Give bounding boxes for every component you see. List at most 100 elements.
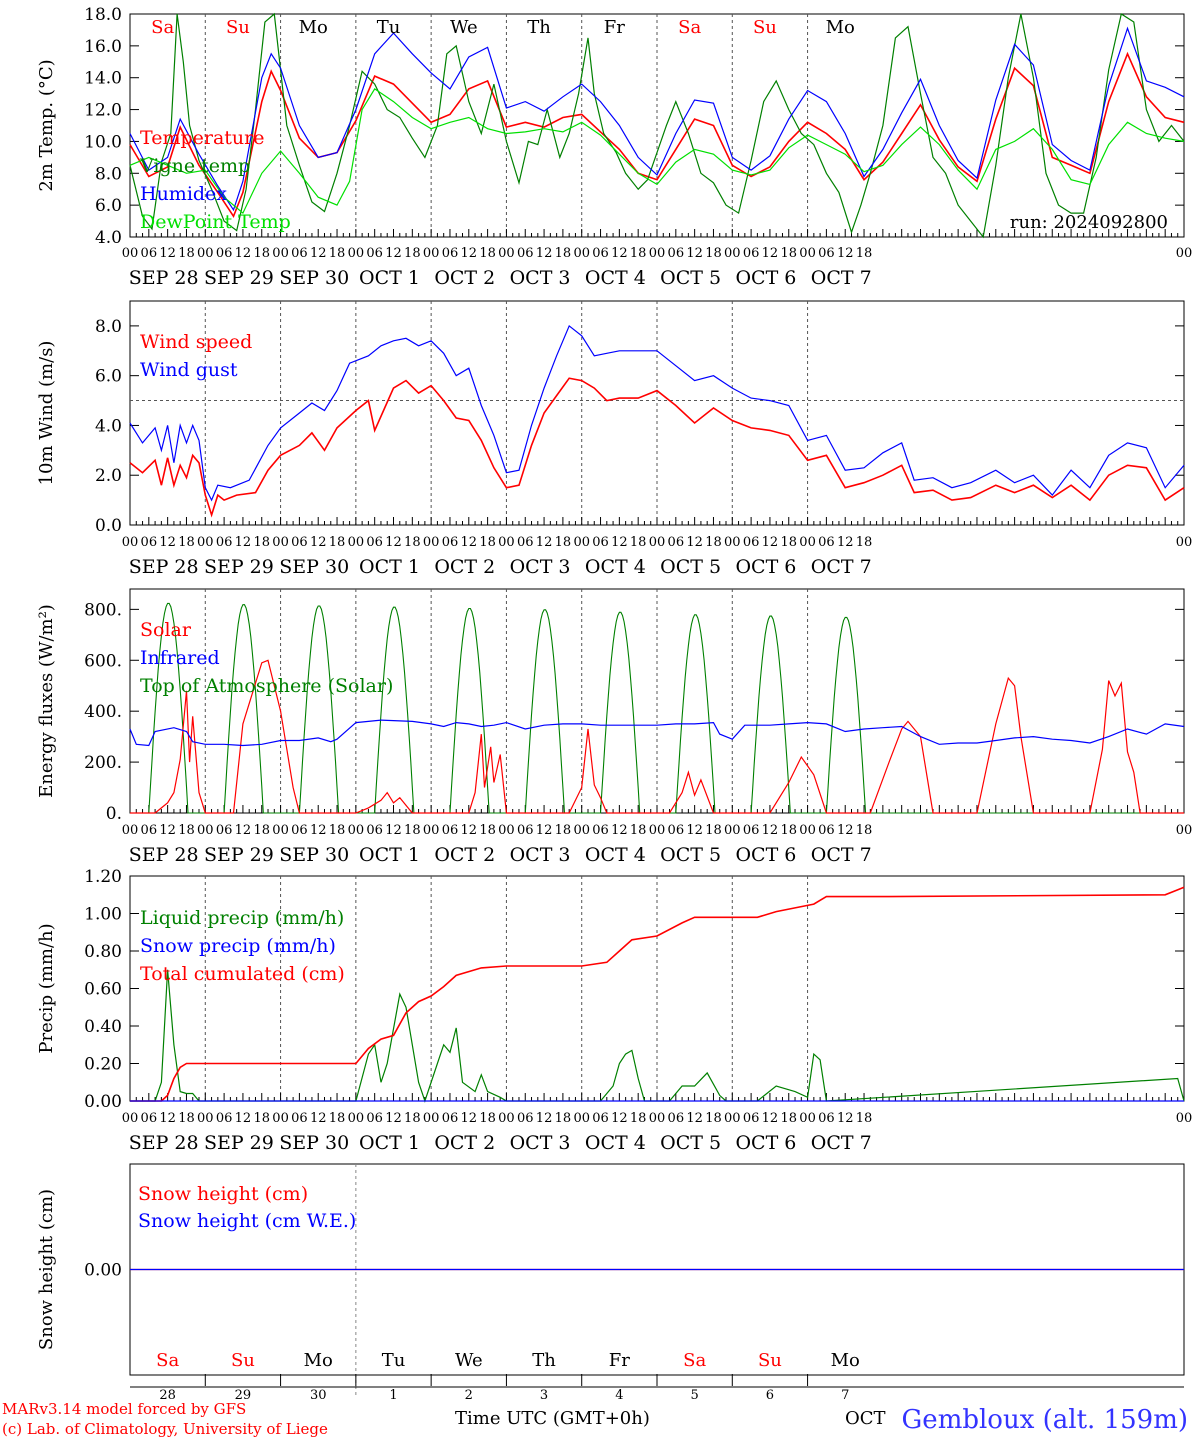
hour-tick-label: 00: [272, 823, 289, 838]
y-tick-label: 0.20: [84, 1055, 122, 1075]
weekday-label: Fr: [604, 17, 625, 38]
series-line: [129, 88, 1185, 215]
hour-tick-label: 12: [611, 823, 628, 838]
hour-tick-label: 00: [423, 246, 440, 261]
weekday-label: Su: [231, 1350, 255, 1371]
weekday-label: Su: [753, 17, 777, 38]
hour-tick-label: 00: [724, 246, 741, 261]
hour-tick-label: 12: [159, 246, 176, 261]
weekday-label: We: [455, 1350, 483, 1371]
legend-entry: Snow height (cm): [138, 1183, 308, 1205]
weekday-label: Sa: [678, 17, 701, 38]
hour-tick-label: 06: [366, 823, 383, 838]
y-tick-label: 18.0: [84, 5, 122, 25]
day-label: SEP 28: [129, 556, 199, 578]
y-axis-label: Precip (mm/h): [36, 923, 57, 1053]
y-tick-label: 200.: [84, 753, 122, 773]
hour-tick-label: 12: [611, 535, 628, 550]
day-label: OCT 7: [811, 844, 872, 866]
y-tick-label: 400.: [84, 702, 122, 722]
hour-tick-label: 00: [799, 535, 816, 550]
legend-entry: Solar: [140, 619, 192, 641]
hour-tick-label: 06: [818, 1111, 835, 1126]
day-number-label: 6: [766, 1388, 774, 1403]
weekday-label: Th: [532, 1350, 556, 1371]
y-tick-label: 4.0: [95, 228, 122, 248]
hour-tick-label: 06: [216, 1111, 233, 1126]
hour-tick-label: 18: [555, 535, 572, 550]
day-label: SEP 29: [204, 1132, 274, 1154]
hour-tick-label: 18: [630, 246, 647, 261]
hour-tick-label: 18: [404, 1111, 421, 1126]
legend-entry: DewPoint Temp: [140, 211, 291, 233]
hour-tick-label: 00: [649, 246, 666, 261]
hour-tick-label: 06: [818, 246, 835, 261]
day-label: OCT 5: [660, 1132, 721, 1154]
panel-5: 0.00 Snow height (cm) Snow height (cm) Snow…: [36, 1163, 1185, 1403]
y-tick-label: 0.40: [84, 1017, 122, 1037]
day-label: SEP 28: [129, 844, 199, 866]
series-line: [129, 26, 1185, 212]
hour-tick-label: 00: [724, 823, 741, 838]
hour-tick-label: 00: [348, 535, 365, 550]
hour-tick-label: 06: [592, 823, 609, 838]
hour-tick-label: 06: [141, 535, 158, 550]
legend-entry: Liquid precip (mm/h): [140, 907, 344, 929]
hour-tick-label: 00: [197, 535, 214, 550]
hour-tick-label: 18: [555, 1111, 572, 1126]
hour-tick-label: 00: [1176, 1111, 1193, 1126]
day-label: SEP 29: [204, 556, 274, 578]
hour-tick-label: 06: [743, 823, 760, 838]
legend-entry: Humidex: [140, 183, 227, 205]
hour-tick-label: 12: [310, 1111, 327, 1126]
day-number-label: 3: [540, 1388, 548, 1403]
panel-4: 0.00 0.20 0.40 0.60 0.80 1.00 1.20 Precip (mm/h…: [36, 867, 1192, 1154]
hour-tick-label: 12: [837, 535, 854, 550]
y-tick-label: 10.0: [84, 132, 122, 152]
hour-tick-label: 06: [291, 535, 308, 550]
hour-tick-label: 00: [649, 535, 666, 550]
hour-tick-label: 18: [404, 535, 421, 550]
hour-tick-label: 06: [668, 823, 685, 838]
hour-tick-label: 18: [253, 823, 270, 838]
hour-tick-label: 06: [141, 1111, 158, 1126]
panel-1: 4.0 6.0 8.0 10.0 12.0 14.0 16.0 18.0 2m Temp. (°…: [36, 5, 1192, 289]
hour-tick-label: 12: [686, 823, 703, 838]
hour-tick-label: 06: [743, 246, 760, 261]
footer: MARv3.14 model forced by GFS (c) Lab. of…: [2, 1400, 1188, 1438]
hour-tick-label: 00: [122, 246, 139, 261]
hour-tick-label: 06: [592, 246, 609, 261]
hour-tick-label: 18: [780, 246, 797, 261]
day-label: OCT 2: [434, 556, 495, 578]
hour-tick-label: 06: [668, 246, 685, 261]
day-number-label: 2: [465, 1388, 473, 1403]
series-line: [130, 659, 1184, 814]
legend-entry: Vigne temp: [139, 155, 250, 177]
hour-tick-label: 18: [705, 1111, 722, 1126]
hour-tick-label: 00: [573, 535, 590, 550]
y-axis-label: 2m Temp. (°C): [36, 59, 57, 191]
hour-tick-label: 18: [178, 246, 195, 261]
hour-tick-label: 12: [461, 823, 478, 838]
hour-tick-label: 00: [122, 823, 139, 838]
legend-entry: Top of Atmosphere (Solar): [140, 675, 393, 697]
weekday-label: Sa: [156, 1350, 179, 1371]
weekday-label: We: [450, 17, 478, 38]
day-number-label: 28: [159, 1388, 176, 1403]
hour-tick-label: 00: [799, 246, 816, 261]
day-label: OCT 6: [735, 844, 796, 866]
weekday-label: Fr: [609, 1350, 630, 1371]
weekday-label: Tu: [382, 1350, 406, 1371]
day-label: OCT 7: [811, 556, 872, 578]
hour-tick-label: 12: [762, 535, 779, 550]
weekday-label: Mo: [831, 1350, 860, 1371]
panel-3: 0. 200. 400. 600. 800. Energy fluxes (W/m²) So…: [36, 588, 1192, 866]
footer-month: OCT: [845, 1408, 886, 1429]
hour-tick-label: 00: [272, 535, 289, 550]
hour-tick-label: 00: [498, 1111, 515, 1126]
hour-tick-label: 12: [837, 823, 854, 838]
hour-tick-label: 00: [197, 1111, 214, 1126]
hour-tick-label: 06: [366, 246, 383, 261]
day-label: OCT 2: [434, 1132, 495, 1154]
hour-tick-label: 12: [461, 1111, 478, 1126]
